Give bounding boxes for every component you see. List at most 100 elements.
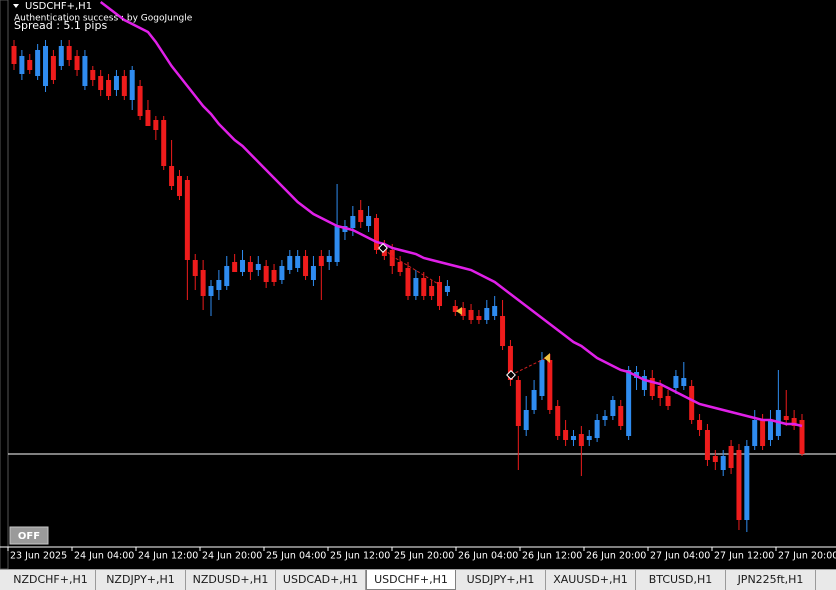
x-tick-label: 25 Jun 04:00 (266, 551, 326, 562)
candle-body (594, 420, 600, 438)
x-tick-label: 24 Jun 20:00 (202, 551, 262, 562)
x-tick-label: 26 Jun 04:00 (458, 551, 518, 562)
candle-body (405, 268, 411, 296)
candle-body (279, 266, 285, 280)
candle-body (373, 218, 379, 250)
trade-open-marker (506, 370, 516, 380)
candle-body (704, 430, 710, 460)
candle-body (555, 406, 561, 436)
trade-close-marker (544, 353, 550, 363)
candle-body (649, 378, 655, 396)
candle-body (460, 308, 466, 316)
candle-body (783, 416, 789, 420)
chart-tab[interactable]: BTCUSD,H1 (636, 570, 726, 590)
candle-body (791, 418, 797, 426)
candle-body (728, 446, 734, 468)
candle-body (681, 378, 687, 386)
candle-body (476, 316, 482, 320)
candle-body (358, 210, 364, 222)
candle-body (484, 308, 490, 320)
chart-tab[interactable]: USDCHF+,H1 (366, 570, 456, 590)
candle-body (200, 270, 206, 296)
x-tick-label: 27 Jun 04:00 (650, 551, 710, 562)
trade-close-marker (456, 307, 462, 315)
candle-body (334, 226, 340, 262)
candle-body (27, 60, 33, 70)
x-tick-label: 25 Jun 20:00 (394, 551, 454, 562)
candle-body (35, 50, 41, 76)
candle-body (752, 420, 758, 446)
chart-title: USDCHF+,H1 (25, 1, 92, 12)
candle-body (66, 46, 72, 60)
candle-body (626, 370, 632, 436)
candle-body (137, 86, 143, 116)
chart-tab[interactable]: NZDJPY+,H1 (96, 570, 186, 590)
candle-body (271, 270, 277, 282)
candle-body (90, 70, 96, 80)
candle-body (263, 266, 269, 282)
candle-body (452, 306, 458, 312)
candle-body (82, 56, 88, 86)
candle-body (106, 80, 112, 96)
x-tick-label: 23 Jun 2025 (10, 551, 67, 562)
candle-body (161, 120, 167, 166)
candle-body (641, 376, 647, 390)
candle-body (366, 216, 372, 226)
candle-body (760, 420, 766, 446)
candle-body (326, 256, 332, 262)
candle-body (523, 410, 529, 430)
chart-window: USDCHF+,H1 Authentication success : by G… (0, 0, 836, 569)
candle-body (539, 360, 545, 396)
chart-tab[interactable]: USDJPY+,H1 (456, 570, 546, 590)
x-tick-label: 24 Jun 04:00 (74, 551, 134, 562)
candle-body (169, 166, 175, 186)
candle-body (712, 456, 718, 462)
candle-body (247, 262, 253, 272)
candle-body (145, 110, 151, 126)
x-tick-label: 24 Jun 12:00 (138, 551, 198, 562)
candle-body (657, 386, 663, 398)
x-tick-label: 26 Jun 20:00 (586, 551, 646, 562)
candle-body (492, 306, 498, 316)
candle-body (153, 120, 159, 130)
candle-body (531, 390, 537, 410)
trade-link (510, 357, 547, 376)
candle-body (11, 46, 17, 64)
candle-body (547, 360, 553, 410)
candle-body (113, 76, 119, 90)
candle-body (689, 386, 695, 420)
candle-body (697, 420, 703, 430)
candle-body (240, 260, 246, 272)
candle-body (224, 266, 230, 286)
candle-body (500, 316, 506, 346)
candle-body (673, 376, 679, 388)
off-button-label[interactable]: OFF (18, 531, 40, 542)
candle-body (389, 250, 395, 266)
candle-body (184, 180, 190, 260)
candle-body (744, 446, 750, 520)
chart-tab[interactable]: JPN225ft,H1 (726, 570, 816, 590)
chart-tab[interactable]: NZDCHF+,H1 (6, 570, 96, 590)
trade-link (383, 248, 441, 286)
trade-markers (378, 243, 550, 380)
candle-body (129, 70, 135, 100)
spread-label: Spread : 5.1 pips (14, 19, 107, 32)
candle-body (413, 278, 419, 296)
candle-body (176, 176, 182, 196)
chart-tab[interactable]: USDCAD+,H1 (276, 570, 366, 590)
plot-area (8, 1, 836, 532)
chart-tab[interactable]: XAUUSD+,H1 (546, 570, 636, 590)
auth-message: Authentication success : by GogoJungle (14, 14, 193, 24)
candle-body (586, 436, 592, 440)
candle-body (421, 278, 427, 296)
candle-body (74, 56, 80, 70)
candle-body (19, 56, 25, 74)
chart-left-border (0, 0, 9, 569)
chart-tab[interactable]: NZDUSD+,H1 (186, 570, 276, 590)
off-button[interactable] (9, 526, 49, 545)
candle-body (43, 46, 49, 86)
candle-body (318, 256, 324, 266)
x-tick-label: 27 Jun 12:00 (714, 551, 774, 562)
candle-body (570, 436, 576, 440)
symbol-menu-arrow[interactable] (13, 4, 19, 8)
